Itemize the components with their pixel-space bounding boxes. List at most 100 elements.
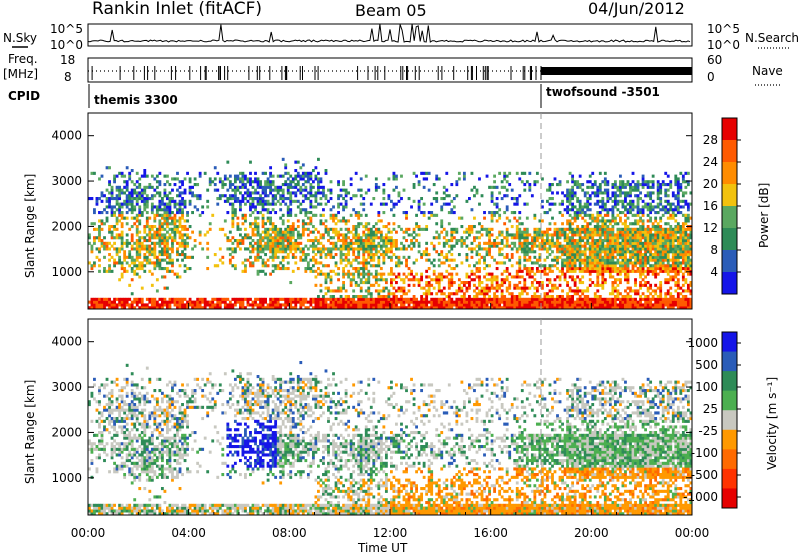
heatmap-cell bbox=[533, 261, 537, 265]
heatmap-cell bbox=[410, 241, 413, 245]
heatmap-cell bbox=[158, 222, 162, 226]
heatmap-cell bbox=[221, 261, 225, 265]
heatmap-cell bbox=[415, 300, 418, 304]
heatmap-cell bbox=[329, 236, 333, 240]
heatmap-cell bbox=[626, 216, 630, 220]
heatmap-cell bbox=[571, 194, 575, 198]
heatmap-cell bbox=[246, 300, 250, 304]
heatmap-cell bbox=[641, 236, 645, 240]
heatmap-cell bbox=[261, 306, 265, 310]
heatmap-cell bbox=[110, 213, 114, 217]
heatmap-cell bbox=[296, 171, 300, 175]
heatmap-cell bbox=[130, 306, 134, 310]
heatmap-cell bbox=[495, 283, 499, 287]
heatmap-cell bbox=[578, 233, 582, 237]
heatmap-cell bbox=[462, 239, 466, 243]
heatmap-cell bbox=[118, 211, 122, 215]
heatmap-cell bbox=[563, 275, 567, 279]
heatmap-cell bbox=[601, 208, 605, 212]
heatmap-cell bbox=[568, 258, 572, 262]
heatmap-cell bbox=[561, 222, 564, 226]
heatmap-cell bbox=[568, 267, 572, 271]
heatmap-cell bbox=[342, 219, 345, 223]
heatmap-cell bbox=[203, 306, 207, 310]
heatmap-cell bbox=[591, 267, 595, 271]
heatmap-cell bbox=[634, 255, 637, 259]
heatmap-cell bbox=[118, 194, 122, 198]
heatmap-cell bbox=[279, 202, 283, 206]
heatmap-cell bbox=[548, 247, 552, 251]
heatmap-cell bbox=[314, 269, 318, 273]
heatmap-cell bbox=[485, 286, 489, 290]
heatmap-cell bbox=[460, 236, 464, 240]
heatmap-cell bbox=[387, 247, 391, 251]
heatmap-cell bbox=[571, 177, 575, 181]
heatmap-cell bbox=[289, 250, 293, 254]
heatmap-cell bbox=[568, 199, 572, 203]
heatmap-cell bbox=[178, 194, 182, 198]
heatmap-cell bbox=[437, 264, 441, 268]
heatmap-cell bbox=[535, 281, 539, 285]
heatmap-cell bbox=[513, 233, 517, 237]
heatmap-cell bbox=[596, 199, 600, 203]
heatmap-cell bbox=[342, 180, 345, 184]
heatmap-cell bbox=[616, 289, 620, 293]
heatmap-cell bbox=[236, 177, 240, 181]
heatmap-cell bbox=[120, 297, 124, 301]
heatmap-cell bbox=[314, 166, 318, 170]
heatmap-cell bbox=[198, 174, 202, 178]
heatmap-cell bbox=[490, 194, 494, 198]
heatmap-cell bbox=[493, 239, 496, 243]
heatmap-cell bbox=[362, 250, 366, 254]
heatmap-cell bbox=[377, 219, 381, 223]
heatmap-cell bbox=[415, 239, 418, 243]
heatmap-cell bbox=[606, 230, 610, 234]
heatmap-cell bbox=[289, 180, 293, 184]
heatmap-cell bbox=[478, 303, 481, 307]
heatmap-cell bbox=[342, 244, 345, 248]
heatmap-cell bbox=[369, 250, 373, 254]
heatmap-cell bbox=[435, 306, 439, 310]
heatmap-cell bbox=[324, 297, 328, 301]
heatmap-cell bbox=[276, 241, 280, 245]
heatmap-cell bbox=[286, 213, 290, 217]
heatmap-cell bbox=[563, 239, 567, 243]
heatmap-cell bbox=[608, 303, 612, 307]
heatmap-cell bbox=[110, 191, 114, 195]
heatmap-cell bbox=[445, 258, 449, 262]
heatmap-cell bbox=[301, 303, 305, 307]
heatmap-cell bbox=[619, 281, 622, 285]
heatmap-cell bbox=[485, 278, 489, 282]
heatmap-cell bbox=[367, 253, 371, 257]
heatmap-cell bbox=[613, 199, 617, 203]
heatmap-cell bbox=[581, 300, 585, 304]
heatmap-cell bbox=[538, 247, 542, 251]
heatmap-cell bbox=[528, 286, 532, 290]
heatmap-cell bbox=[656, 286, 660, 290]
heatmap-cell bbox=[553, 258, 557, 262]
heatmap-cell bbox=[88, 236, 91, 240]
heatmap-cell bbox=[591, 171, 595, 175]
heatmap-cell bbox=[279, 188, 283, 192]
heatmap-cell bbox=[324, 275, 328, 279]
heatmap-cell bbox=[233, 297, 237, 301]
heatmap-cell bbox=[621, 230, 625, 234]
heatmap-cell bbox=[193, 300, 197, 304]
heatmap-cell bbox=[392, 174, 396, 178]
heatmap-cell bbox=[206, 267, 210, 271]
heatmap-cell bbox=[98, 177, 101, 181]
heatmap-cell bbox=[188, 177, 192, 181]
heatmap-cell bbox=[244, 264, 247, 268]
heatmap-cell bbox=[626, 194, 630, 198]
heatmap-cell bbox=[613, 281, 617, 285]
heatmap-cell bbox=[644, 241, 647, 245]
heatmap-cell bbox=[410, 306, 413, 310]
heatmap-cell bbox=[538, 306, 542, 310]
heatmap-cell bbox=[566, 236, 569, 240]
heatmap-cell bbox=[591, 230, 595, 234]
heatmap-cell bbox=[128, 197, 132, 201]
heatmap-cell bbox=[286, 185, 290, 189]
heatmap-cell bbox=[314, 236, 318, 240]
heatmap-cell bbox=[276, 303, 280, 307]
heatmap-cell bbox=[176, 250, 179, 254]
